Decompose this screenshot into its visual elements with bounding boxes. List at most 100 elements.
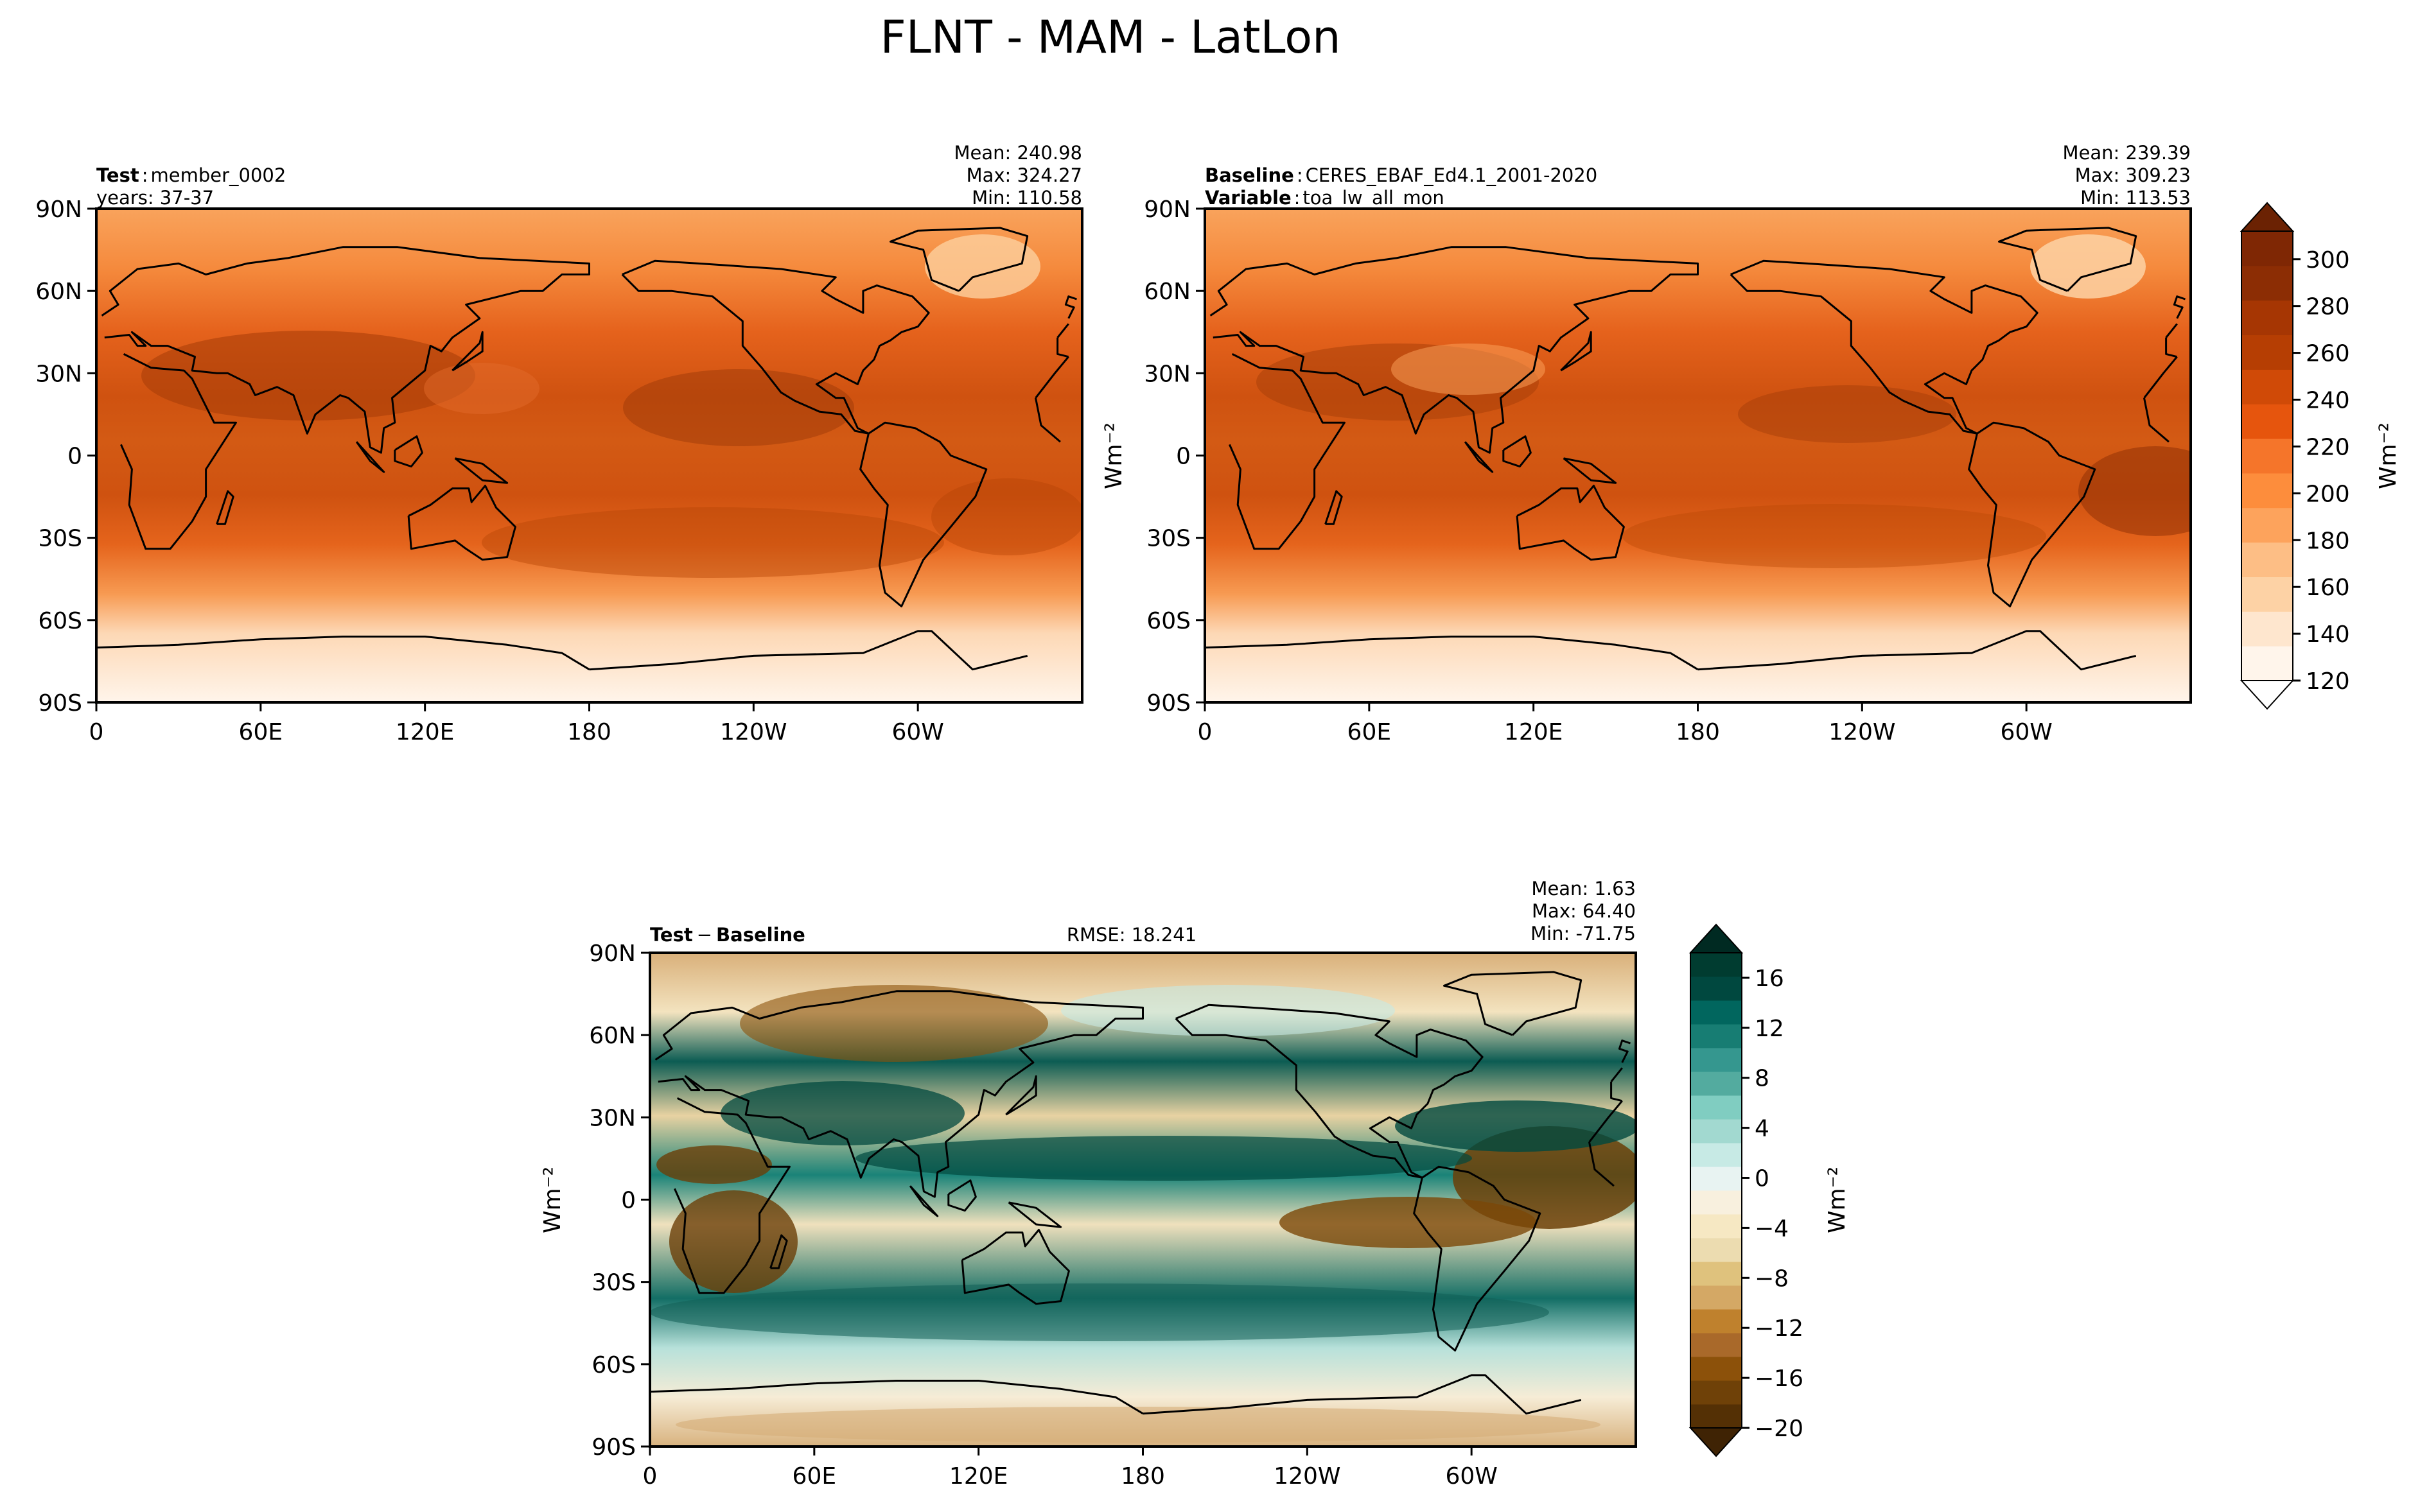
coastline — [654, 990, 1144, 1198]
colorbar-segment — [1690, 1357, 1742, 1381]
diff-map-field — [650, 953, 1636, 1447]
diff-colorbar-body — [1688, 923, 1744, 1457]
coastline — [1443, 971, 1582, 1036]
test-stat-min: Min: 110.58 — [972, 187, 1082, 209]
colorbar-segment — [2241, 439, 2293, 474]
lat-tick-label: 30S — [592, 1270, 636, 1296]
coastline — [1464, 441, 1494, 473]
main-colorbar-body — [2240, 202, 2295, 710]
coastline — [1998, 227, 2137, 292]
colorbar-tick-label: 220 — [2306, 434, 2350, 460]
coastline — [1563, 457, 1617, 484]
colorbar-segment — [1690, 1167, 1742, 1191]
lon-tick-label: 60E — [239, 719, 283, 745]
coastline — [769, 1234, 788, 1269]
colorbar-outline — [2241, 230, 2293, 681]
colorbar-tick-label: −20 — [1755, 1416, 1803, 1442]
colorbar-segment — [1690, 1190, 1742, 1215]
lat-tick-label: 90N — [1144, 196, 1191, 223]
lon-tick-label: 120W — [1274, 1463, 1340, 1490]
lon-tick-label: 60W — [2000, 719, 2052, 745]
diff-panel: Test − Baseline RMSE: 18.241 Mean: 1.63 Ma… — [539, 878, 1637, 1490]
colorbar-segment — [2241, 265, 2293, 301]
coastline — [452, 331, 484, 372]
diff-colorbar-label: Wm⁻² — [1824, 1167, 1850, 1233]
lat-tick-label: 60S — [1146, 608, 1191, 634]
test-coastlines — [96, 227, 1077, 671]
lon-tick-label: 60E — [1347, 719, 1392, 745]
lat-tick-label: 60N — [589, 1023, 636, 1049]
colorbar-tick-label: 260 — [2306, 341, 2350, 367]
coastline — [1324, 490, 1343, 525]
baseline-variable: Variable: toa_lw_all_mon — [1205, 187, 1444, 209]
baseline-lat-axis: 90N 60N 30N 0 30S 60S 90S — [1144, 196, 1205, 717]
coastline — [407, 485, 516, 561]
coastline — [890, 227, 1029, 292]
coastline — [2165, 337, 2178, 358]
diff-stat-min: Min: -71.75 — [1530, 923, 1636, 944]
lat-tick-label: 0 — [1176, 444, 1191, 470]
coastline — [621, 259, 930, 435]
baseline-map-field — [1205, 209, 2191, 702]
main-colorbar-label: Wm⁻² — [2375, 422, 2401, 489]
coastline — [454, 457, 509, 484]
coastline — [1516, 485, 1625, 561]
colorbar-segment — [1690, 1095, 1742, 1120]
lat-tick-label: 90S — [1146, 690, 1191, 717]
colorbar-tick-label: 16 — [1755, 966, 1784, 992]
test-lon-axis: 0 60E 120E 180 120W 60W — [89, 702, 944, 745]
baseline-stat-min: Min: 113.53 — [2080, 187, 2191, 209]
coastline — [859, 421, 988, 607]
lat-tick-label: 30S — [1146, 526, 1191, 552]
coastline — [947, 1179, 977, 1212]
lat-tick-label: 30N — [589, 1105, 636, 1131]
lon-tick-label: 180 — [1676, 719, 1720, 745]
coastline — [674, 1097, 791, 1294]
colorbar-segment — [2241, 507, 2293, 543]
colorbar-tick-label: 180 — [2306, 528, 2350, 554]
colorbar-outline — [1690, 952, 1742, 1429]
colorbar-tick-label: 140 — [2306, 621, 2350, 648]
lon-tick-label: 0 — [1198, 719, 1213, 745]
colorbar-segment — [2241, 611, 2293, 647]
lat-tick-label: 60N — [35, 279, 82, 305]
colorbar-segment — [2241, 646, 2293, 681]
lat-tick-label: 60S — [38, 608, 82, 634]
diff-lon-axis: 0 60E 120E 180 120W 60W — [643, 1447, 1498, 1490]
coastline — [2165, 323, 2178, 338]
coastline — [909, 1185, 939, 1217]
lon-tick-label: 120E — [949, 1463, 1008, 1490]
colorbar-tick-label: 300 — [2306, 247, 2350, 274]
lon-tick-label: 120W — [720, 719, 787, 745]
coastline — [394, 435, 423, 468]
lat-tick-label: 30S — [38, 526, 82, 552]
lat-tick-label: 90N — [35, 196, 82, 223]
diff-stat-max: Max: 64.40 — [1532, 900, 1636, 922]
coastline — [1056, 337, 1069, 358]
colorbar-segment — [1690, 1262, 1742, 1286]
colorbar-tick-label: −16 — [1755, 1366, 1803, 1392]
colorbar-segment — [1690, 1000, 1742, 1025]
colorbar-segment — [1690, 1143, 1742, 1167]
coastline — [1008, 1201, 1062, 1228]
colorbar-tick-label: −8 — [1755, 1265, 1789, 1292]
coastline — [1143, 1374, 1582, 1415]
colorbar-tick-label: 160 — [2306, 575, 2350, 601]
lat-tick-label: 0 — [621, 1188, 636, 1214]
colorbar-tick-label: 280 — [2306, 294, 2350, 320]
diff-ylabel: Wm⁻² — [539, 1167, 566, 1233]
lat-tick-label: 0 — [67, 444, 82, 470]
coastline — [96, 636, 590, 670]
coastline — [1588, 1100, 1623, 1143]
colorbar-tick-label: 4 — [1755, 1116, 1769, 1142]
coastline — [2143, 356, 2178, 399]
coastline — [1413, 1165, 1541, 1351]
main-colorbar: 120 140 160 180 200 220 240 260 280 300 Wm⁻² — [2240, 202, 2401, 710]
colorbar-segment — [1690, 1048, 1742, 1072]
lon-tick-label: 120E — [1504, 719, 1563, 745]
coastline — [1229, 353, 1346, 550]
colorbar-tick-label: 120 — [2306, 668, 2350, 695]
baseline-ylabel: Wm⁻² — [1101, 422, 1127, 489]
colorbar-segment — [1690, 1285, 1742, 1310]
